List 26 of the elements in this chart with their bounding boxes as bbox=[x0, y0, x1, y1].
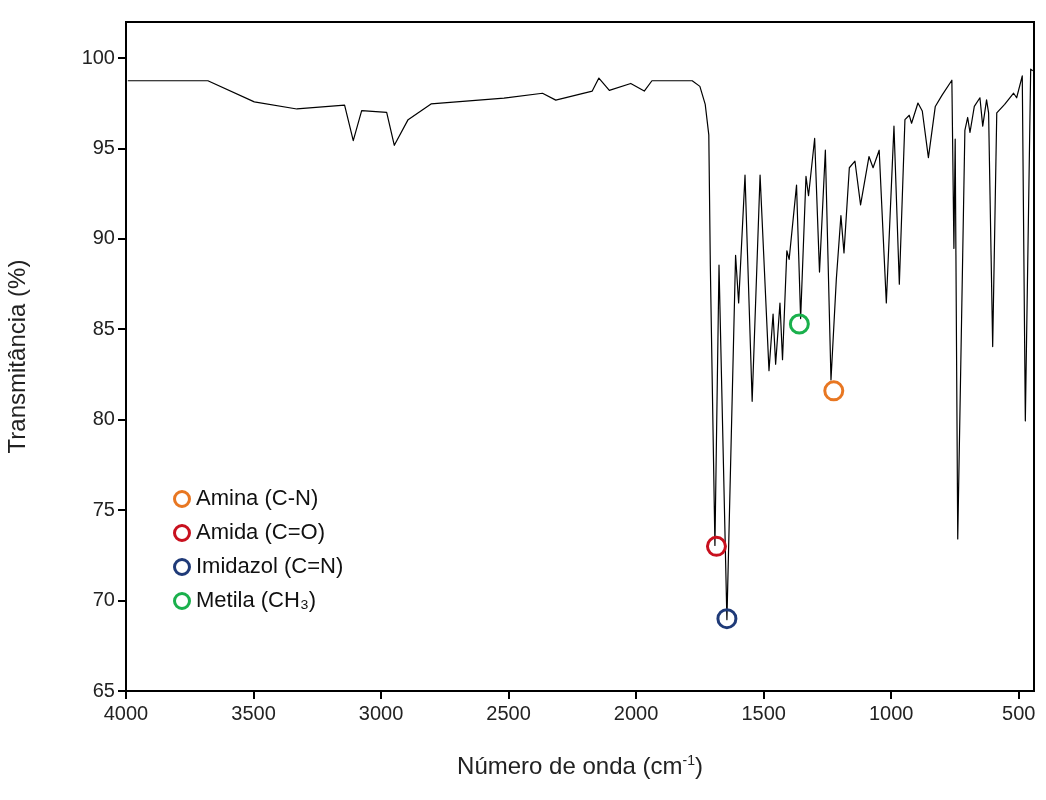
x-tick-label: 2000 bbox=[613, 701, 659, 724]
point bbox=[716, 608, 738, 630]
y-tick-label: 70 bbox=[92, 588, 115, 611]
x-tick-label: 500 bbox=[1002, 701, 1036, 724]
x-tick-label: 1000 bbox=[868, 701, 914, 724]
point bbox=[823, 380, 845, 402]
legend-label: Metila (CH₃) bbox=[196, 587, 317, 613]
x-tick-label: 1500 bbox=[741, 701, 786, 724]
x-tick-label: 2500 bbox=[486, 701, 531, 724]
y-axis-title: Transmitância (%) bbox=[3, 259, 31, 454]
x-tick-label: 3000 bbox=[358, 701, 404, 724]
y-tick-label: 100 bbox=[81, 45, 115, 68]
y-tick-label: 65 bbox=[92, 678, 115, 701]
y-tick-label: 85 bbox=[92, 316, 115, 339]
x-axis-title: Número de onda (cm$^{-1}$) bbox=[456, 752, 704, 780]
x-tick-label: 4000 bbox=[103, 701, 149, 724]
x-tick-label: 3500 bbox=[231, 701, 276, 724]
legend-label: Amida (C=O) bbox=[196, 519, 325, 545]
legend-label: Amina (C-N) bbox=[196, 485, 319, 511]
point bbox=[788, 313, 810, 335]
y-tick-label: 80 bbox=[92, 407, 115, 430]
y-tick-label: 95 bbox=[92, 136, 115, 159]
point bbox=[705, 535, 727, 557]
y-tick-label: 75 bbox=[92, 497, 115, 520]
legend-label: Imidazol (C=N) bbox=[196, 553, 344, 579]
y-tick-label: 90 bbox=[92, 226, 115, 249]
